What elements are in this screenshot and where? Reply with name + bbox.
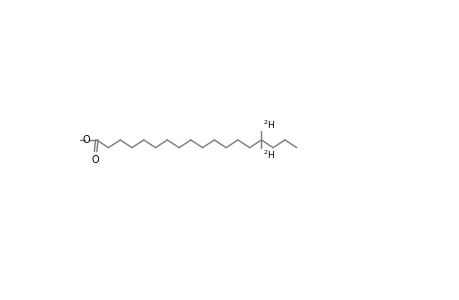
Text: O: O [92,155,99,165]
Text: O: O [83,135,90,145]
Text: $^{2}$H: $^{2}$H [263,149,275,161]
Text: $^{2}$H: $^{2}$H [263,119,275,131]
